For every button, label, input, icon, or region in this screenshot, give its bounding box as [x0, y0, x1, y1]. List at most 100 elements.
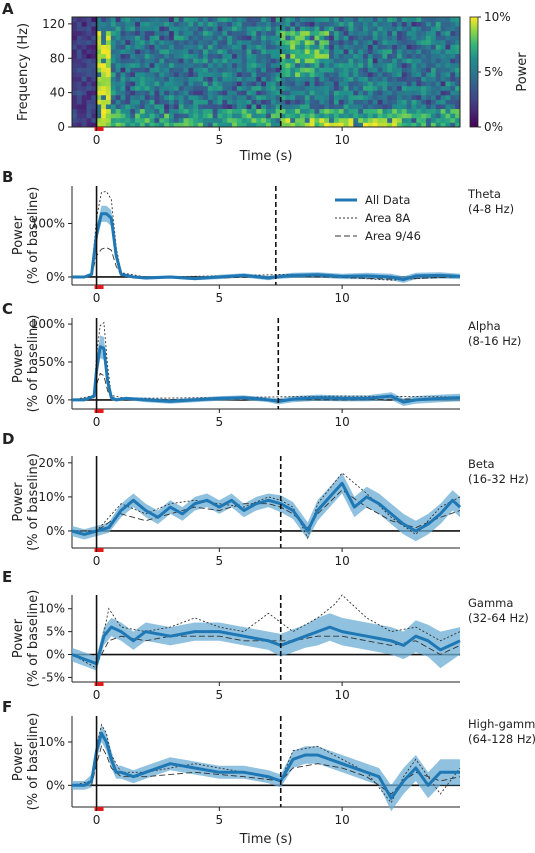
- heatmap-cell: [382, 94, 388, 100]
- heatmap-cell: [445, 113, 451, 119]
- heatmap-cell: [348, 53, 354, 59]
- heatmap-cell: [241, 30, 247, 36]
- heatmap-cell: [333, 39, 340, 45]
- heatmap-cell: [280, 53, 286, 59]
- heatmap-cell: [372, 117, 378, 123]
- heatmap-cell: [372, 81, 378, 87]
- heatmap-cell: [125, 122, 131, 128]
- heatmap-cell: [353, 85, 359, 91]
- heatmap-cell: [304, 17, 311, 22]
- heatmap-cell: [401, 21, 408, 27]
- heatmap-cell: [411, 21, 417, 27]
- heatmap-cell: [319, 90, 325, 96]
- heatmap-cell: [173, 94, 180, 100]
- heatmap-cell: [266, 94, 272, 100]
- heatmap-cell: [455, 72, 461, 77]
- heatmap-cell: [135, 99, 141, 105]
- heatmap-cell: [309, 72, 315, 77]
- heatmap-cell: [72, 35, 78, 41]
- heatmap-cell: [372, 30, 378, 36]
- heatmap-cell: [445, 99, 451, 105]
- y-tick-label: 120: [42, 17, 65, 31]
- heatmap-cell: [406, 99, 412, 105]
- heatmap-cell: [445, 62, 451, 68]
- heatmap-cell: [154, 94, 160, 100]
- heatmap-cell: [450, 17, 456, 22]
- heatmap-cell: [178, 58, 184, 64]
- heatmap-cell: [455, 35, 461, 41]
- heatmap-cell: [329, 26, 335, 32]
- heatmap-cell: [411, 117, 417, 123]
- heatmap-cell: [450, 76, 456, 82]
- heatmap-cell: [445, 104, 451, 110]
- heatmap-cell: [164, 117, 170, 123]
- heatmap-cell: [96, 49, 102, 55]
- x-tick-label: 10: [334, 133, 349, 147]
- heatmap-cell: [154, 49, 160, 55]
- x-tick-label: 0: [93, 554, 101, 568]
- heatmap-cell: [144, 122, 150, 128]
- heatmap-cell: [275, 94, 281, 100]
- heatmap-cell: [135, 44, 141, 50]
- heatmap-cell: [212, 26, 218, 32]
- heatmap-cell: [256, 49, 262, 55]
- heatmap-cell: [261, 99, 267, 105]
- heatmap-cell: [266, 53, 272, 59]
- heatmap-cell: [338, 72, 344, 77]
- heatmap-cell: [372, 35, 378, 41]
- heatmap-cell: [110, 108, 117, 114]
- heatmap-cell: [435, 21, 441, 27]
- heatmap-cell: [135, 67, 141, 73]
- heatmap-cell: [236, 122, 243, 128]
- heatmap-cell: [416, 30, 422, 36]
- heatmap-cell: [207, 85, 214, 91]
- heatmap-cell: [188, 53, 194, 59]
- heatmap-cell: [435, 39, 441, 45]
- heatmap-cell: [280, 44, 286, 50]
- heatmap-cell: [222, 85, 228, 91]
- heatmap-cell: [421, 94, 427, 100]
- heatmap-cell: [343, 81, 349, 87]
- x-tick-label: 10: [334, 688, 349, 702]
- heatmap-cell: [72, 99, 78, 105]
- heatmap-cell: [372, 85, 378, 91]
- heatmap-cell: [382, 35, 388, 41]
- heatmap-cell: [183, 117, 189, 123]
- heatmap-cell: [130, 104, 136, 110]
- heatmap-cell: [363, 99, 369, 105]
- heatmap-cell: [401, 117, 408, 123]
- heatmap-cell: [159, 58, 165, 64]
- heatmap-cell: [372, 39, 378, 45]
- heatmap-cell: [406, 49, 412, 55]
- heatmap-cell: [372, 62, 378, 68]
- heatmap-cell: [314, 67, 320, 73]
- heatmap-cell: [392, 72, 398, 77]
- heatmap-cell: [275, 67, 281, 73]
- heatmap-cell: [314, 30, 320, 36]
- heatmap-cell: [270, 72, 277, 77]
- heatmap-cell: [159, 90, 165, 96]
- heatmap-cell: [319, 26, 325, 32]
- heatmap-cell: [440, 104, 446, 110]
- heatmap-cell: [222, 21, 228, 27]
- heatmap-cell: [401, 62, 408, 68]
- heatmap-cell: [241, 21, 247, 27]
- heatmap-cell: [290, 85, 296, 91]
- heatmap-cell: [363, 104, 369, 110]
- heatmap-cell: [450, 26, 456, 32]
- heatmap-cell: [416, 94, 422, 100]
- heatmap-cell: [377, 67, 383, 73]
- heatmap-cell: [435, 49, 441, 55]
- heatmap-cell: [154, 81, 160, 87]
- heatmap-cell: [246, 122, 252, 128]
- heatmap-cell: [450, 113, 456, 119]
- y-tick-label: -5%: [42, 670, 65, 684]
- heatmap-cell: [178, 30, 184, 36]
- heatmap-cell: [285, 21, 291, 27]
- heatmap-cell: [309, 104, 315, 110]
- heatmap-cell: [435, 113, 441, 119]
- heatmap-cell: [319, 117, 325, 123]
- heatmap-cell: [401, 81, 408, 87]
- heatmap-cell: [110, 94, 117, 100]
- heatmap-cell: [72, 72, 78, 77]
